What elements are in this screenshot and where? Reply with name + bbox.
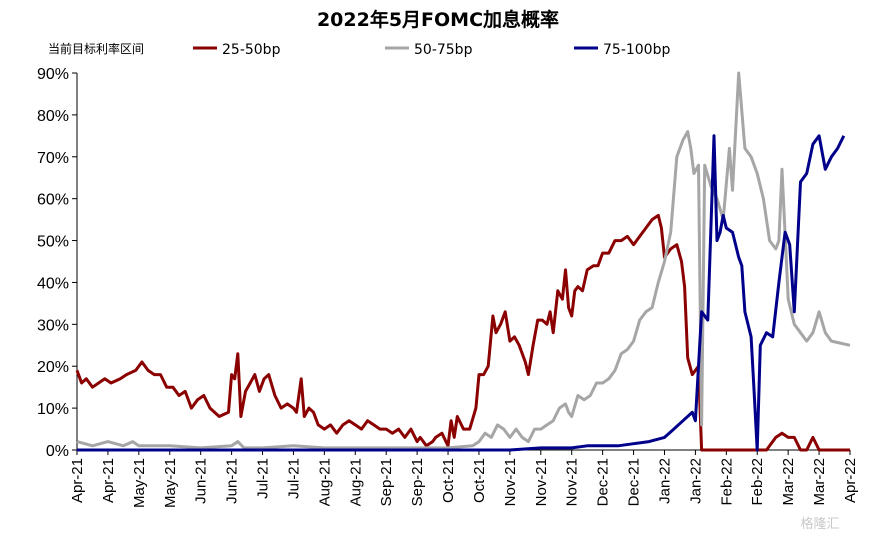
x-tick-label: May-21 [162, 458, 179, 508]
x-tick-label: Mar-22 [780, 458, 797, 506]
x-tick-label: Oct-21 [471, 458, 488, 503]
x-tick-label: Aug-21 [347, 458, 364, 506]
legend-label-50-75bp: 50-75bp [414, 42, 473, 58]
y-tick-label: 30% [37, 317, 69, 334]
y-tick-label: 0% [46, 443, 69, 460]
legend-header: 当前目标利率区间 [48, 41, 144, 56]
x-tick-label: Dec-21 [626, 458, 643, 506]
x-tick-label: Apr-22 [842, 458, 859, 503]
x-tick-label: Nov-21 [502, 458, 519, 506]
x-tick-label: Nov-21 [564, 458, 581, 506]
x-tick-label: Feb-22 [749, 458, 766, 506]
x-tick-label: Apr-21 [100, 458, 117, 503]
y-tick-label: 20% [37, 359, 69, 376]
x-tick-label: Jul-21 [255, 458, 272, 499]
x-tick-label: Oct-21 [440, 458, 457, 503]
legend: 当前目标利率区间 25-50bp 50-75bp 75-100bp [48, 41, 670, 58]
series-line-50-75bp [76, 71, 851, 450]
x-tick-label: Feb-22 [718, 458, 735, 506]
x-tick-label: May-21 [131, 458, 148, 508]
legend-label-75-100bp: 75-100bp [603, 42, 670, 58]
y-tick-label: 10% [37, 401, 69, 418]
y-tick-label: 90% [37, 66, 69, 83]
watermark: 格隆汇 [800, 516, 839, 532]
series-line-25-50bp [75, 213, 850, 452]
x-tick-label: Jun-21 [224, 458, 241, 504]
x-tick-label: Dec-21 [595, 458, 612, 506]
x-tick-label: Jan-22 [656, 458, 673, 504]
chart-title: 2022年5月FOMC加息概率 [317, 8, 559, 31]
x-tick-label: Nov-21 [533, 458, 550, 506]
y-tick-label: 40% [37, 275, 69, 292]
y-tick-label: 50% [37, 234, 69, 251]
x-tick-label: Aug-21 [316, 458, 333, 506]
x-tick-label: Apr-21 [69, 458, 86, 503]
y-axis: 0% 10% 20% 30% 40% 50% 60% 70% 80% 90% [37, 66, 78, 460]
x-tick-label: Jul-21 [285, 458, 302, 499]
x-tick-label: Jan-22 [687, 458, 704, 504]
x-tick-label: Jun-21 [193, 458, 210, 504]
x-tick-label: Mar-22 [811, 458, 828, 506]
y-tick-label: 70% [37, 150, 69, 167]
x-axis: Apr-21 Apr-21 May-21 May-21 Jun-21 Jun-21 Jul-… [69, 449, 859, 508]
series-layer [75, 71, 851, 452]
series-line-75-100bp [77, 134, 846, 452]
y-tick-label: 60% [37, 192, 69, 209]
x-tick-label: Sep-21 [409, 458, 426, 506]
legend-label-25-50bp: 25-50bp [222, 42, 281, 58]
x-tick-label: Sep-21 [378, 458, 395, 506]
y-tick-label: 80% [37, 108, 69, 125]
